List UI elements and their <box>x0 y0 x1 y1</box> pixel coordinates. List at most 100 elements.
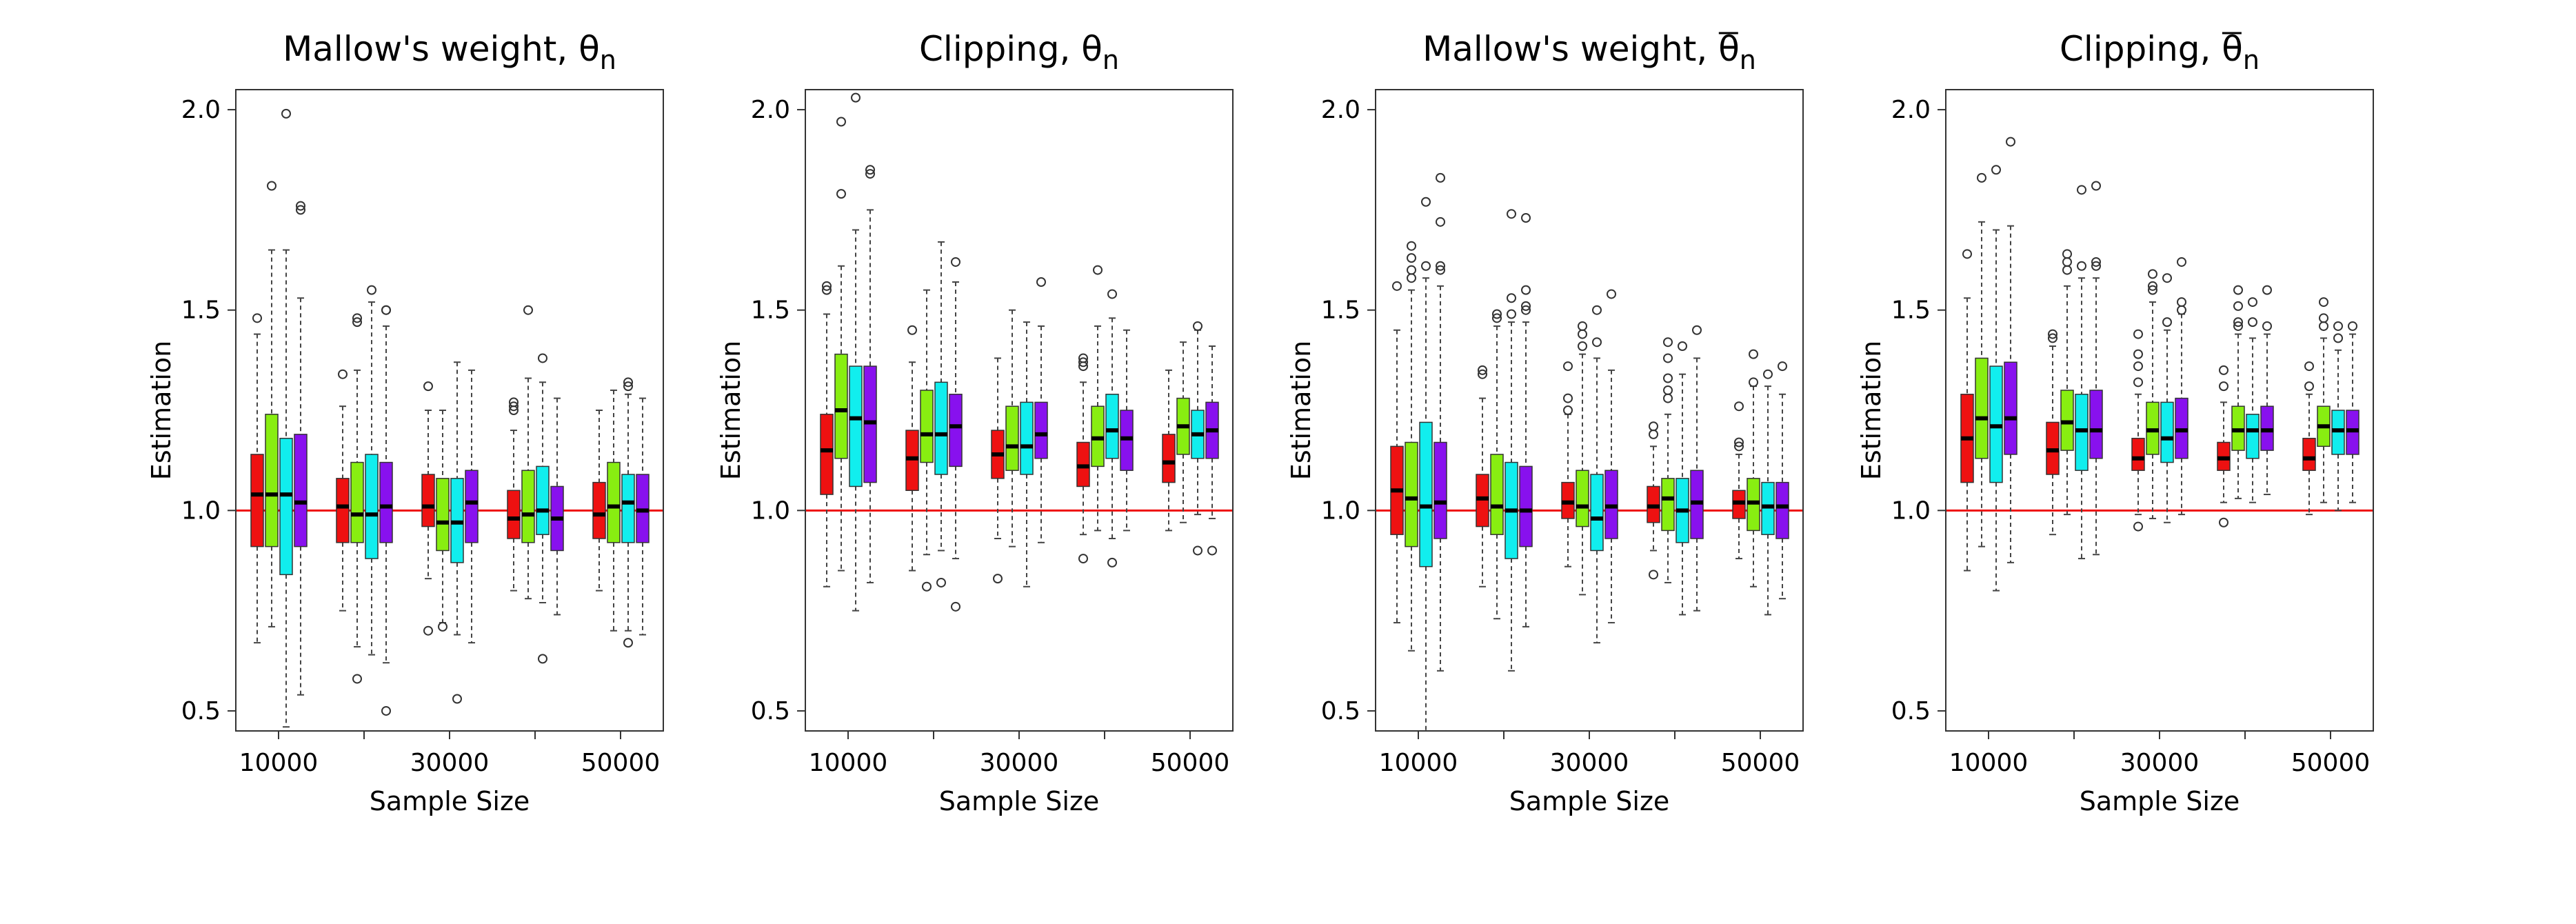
outlier-point <box>523 305 533 315</box>
box-group-5-series-4 <box>2346 321 2359 503</box>
y-tick-label: 0.5 <box>181 697 221 725</box>
box-group-1-series-3 <box>849 92 863 612</box>
outlier-point <box>1507 293 1516 303</box>
panel-title: Clipping, θn <box>2060 29 2260 75</box>
outlier-point <box>2091 257 2101 267</box>
outlier-point <box>2304 361 2314 372</box>
box-group-5-series-3 <box>2331 321 2345 512</box>
outlier-point <box>2348 321 2357 331</box>
outlier-point <box>338 369 348 379</box>
outlier-point <box>2319 313 2328 323</box>
box-group-3-series-4 <box>1604 289 1618 624</box>
chart-panel-mallows-theta-n: Mallow's weight, θn 0.5 1.0 1.5 2.0 10000 3000… <box>146 29 664 816</box>
x-tick-label: 30000 <box>1550 749 1629 777</box>
outlier-point <box>2333 333 2343 343</box>
box-group-1-series-3 <box>279 108 293 728</box>
iqr-box <box>1162 434 1176 483</box>
outlier-point <box>822 285 832 295</box>
box-group-4-series-1 <box>2217 365 2231 528</box>
iqr-box <box>621 474 635 543</box>
box-group-3-series-2 <box>436 410 450 632</box>
outlier-point <box>2006 137 2015 147</box>
box-group-5-series-1 <box>592 410 606 592</box>
outlier-point <box>2319 297 2328 308</box>
outlier-point <box>1563 393 1573 403</box>
outlier-point <box>2091 181 2101 191</box>
x-tick-label: 50000 <box>581 749 661 777</box>
box-group-2-series-3 <box>1505 209 1518 672</box>
box-group-4-series-2 <box>1091 265 1105 532</box>
outlier-point <box>951 257 960 267</box>
outlier-point <box>1962 249 1972 259</box>
box-group-4-series-4 <box>1690 325 1704 612</box>
iqr-box <box>1105 394 1119 459</box>
iqr-box <box>365 454 379 559</box>
outlier-point <box>352 317 362 328</box>
outlier-point <box>993 574 1003 584</box>
outlier-point <box>1107 557 1117 568</box>
box-group-4-series-1 <box>507 397 521 592</box>
outlier-point <box>1078 357 1088 368</box>
iqr-box <box>265 414 279 548</box>
iqr-box <box>1034 401 1048 459</box>
box-group-4-series-2 <box>2231 285 2245 499</box>
outlier-point <box>2219 381 2228 392</box>
outlier-point <box>836 189 846 199</box>
box-group-5-series-4 <box>1775 361 1789 600</box>
panel-title-subscript: n <box>600 45 616 75</box>
outlier-point <box>822 281 832 291</box>
y-tick-label: 2.0 <box>181 96 221 124</box>
outlier-point <box>2177 305 2186 315</box>
outlier-point <box>1578 341 1587 351</box>
box-group-5-series-3 <box>1761 369 1775 616</box>
y-tick-label: 1.0 <box>751 496 790 525</box>
iqr-box <box>1590 474 1604 552</box>
box-group-4-series-3 <box>1105 289 1119 568</box>
x-tick-label: 10000 <box>1949 749 2029 777</box>
outlier-point <box>1734 441 1744 452</box>
outlier-point <box>2048 333 2057 343</box>
box-group-5-series-4 <box>1205 345 1219 556</box>
box-group-5-series-2 <box>607 389 621 632</box>
iqr-box <box>279 437 293 576</box>
iqr-box <box>607 461 621 543</box>
outlier-point <box>1078 554 1088 564</box>
iqr-box <box>250 454 264 548</box>
outlier-point <box>1663 385 1673 395</box>
y-tick-label: 0.5 <box>1891 697 1931 725</box>
outlier-point <box>381 705 391 716</box>
outlier-point <box>865 169 875 179</box>
box-group-4-series-2 <box>1661 337 1675 583</box>
y-tick-label: 2.0 <box>1321 96 1360 124</box>
x-axis-label: Sample Size <box>1509 786 1670 816</box>
box-group-2-series-1 <box>1476 365 1489 587</box>
box-group-4-series-1 <box>1647 421 1660 580</box>
y-axis-label: Estimation <box>146 341 177 480</box>
outlier-point <box>1107 289 1117 299</box>
box-group-1-series-4 <box>2004 137 2017 563</box>
outlier-point <box>2062 257 2072 267</box>
outlier-point <box>2148 285 2157 295</box>
outlier-point <box>1207 545 1217 556</box>
outlier-point <box>1507 209 1516 219</box>
box-group-3-series-4 <box>1034 277 1048 543</box>
outlier-point <box>2133 521 2143 532</box>
outlier-point <box>1663 393 1673 403</box>
box-group-5-series-3 <box>621 377 635 648</box>
y-tick-label: 1.5 <box>751 297 790 325</box>
x-axis-label: Sample Size <box>939 786 1100 816</box>
box-group-3-series-2 <box>2146 269 2160 519</box>
outlier-point <box>1036 277 1046 287</box>
outlier-point <box>2177 257 2186 267</box>
outlier-point <box>1521 305 1531 315</box>
outlier-point <box>2148 269 2157 279</box>
y-tick-label: 1.5 <box>181 297 221 325</box>
box-group-4-series-4 <box>550 397 564 616</box>
panel-title-subscript: n <box>1740 45 1756 75</box>
outlier-point <box>367 285 376 295</box>
outlier-point <box>1392 281 1402 291</box>
chart-panel-clipping-theta-n: Clipping, θn 0.5 1.0 1.5 2.0 10000 30000 50000 S… <box>716 29 1234 816</box>
iqr-box <box>834 353 848 459</box>
outlier-point <box>1507 309 1516 319</box>
x-tick-label: 50000 <box>1721 749 1800 777</box>
